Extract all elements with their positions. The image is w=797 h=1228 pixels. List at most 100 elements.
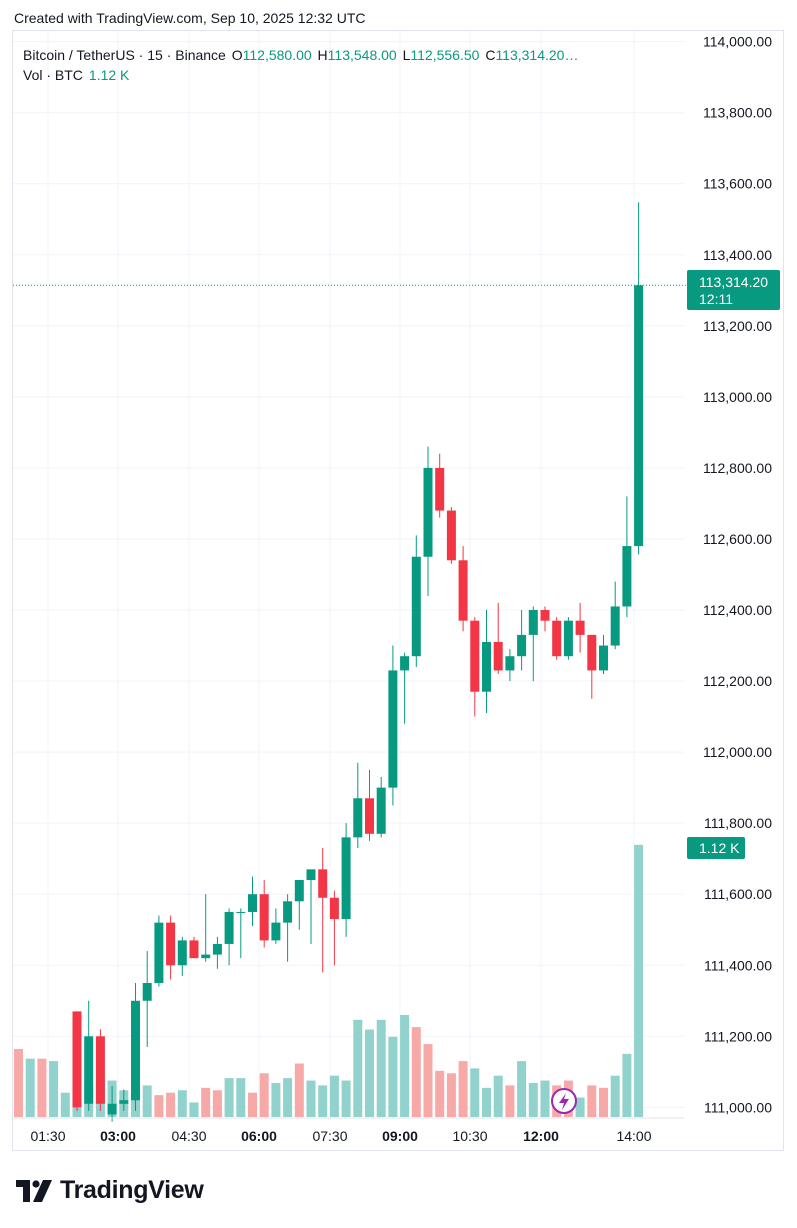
volume-bar <box>154 1095 164 1117</box>
candle-body <box>599 645 608 671</box>
y-tick-label: 112,400.00 <box>703 602 772 618</box>
volume-bar <box>540 1080 550 1117</box>
candle-body <box>528 610 538 635</box>
volume-bar <box>482 1087 491 1117</box>
close-label: C <box>485 47 496 63</box>
volume-bar <box>212 1090 222 1117</box>
x-tick-label: 09:00 <box>382 1128 418 1144</box>
candle-body <box>458 560 468 621</box>
y-tick-label: 113,200.00 <box>703 318 772 334</box>
y-tick-label: 113,400.00 <box>703 247 772 263</box>
volume-badge-text: 1.12 K <box>699 840 740 856</box>
candle-body <box>493 641 503 671</box>
y-tick-label: 112,200.00 <box>703 673 772 689</box>
volume-bar <box>37 1058 47 1117</box>
low-value: 112,556.50 <box>410 47 480 63</box>
candle-body <box>517 634 527 657</box>
volume-bar <box>248 1092 257 1117</box>
symbol-name: Bitcoin / TetherUS · 15 · Binance <box>23 47 226 63</box>
candle-body <box>388 670 398 788</box>
tradingview-wordmark: TradingView <box>60 1176 204 1204</box>
volume-bar <box>236 1078 246 1117</box>
y-tick-label: 112,800.00 <box>703 460 772 476</box>
candle-body <box>634 285 644 547</box>
candle-body <box>142 983 152 1001</box>
volume-bar <box>587 1085 597 1117</box>
last-price-badge: 113,314.20 12:11 <box>687 270 780 310</box>
candle-body <box>72 1011 82 1108</box>
replay-icon[interactable] <box>551 1088 577 1114</box>
y-tick-label: 113,600.00 <box>703 176 772 192</box>
x-tick-label: 10:30 <box>452 1128 487 1144</box>
open-value: 112,580.00 <box>242 47 312 63</box>
open-label: O <box>231 47 243 63</box>
volume-bar <box>365 1029 374 1117</box>
volume-legend: Vol · BTC 1.12 K <box>23 65 129 85</box>
volume-bar <box>294 1063 304 1117</box>
volume-bar <box>622 1053 632 1117</box>
volume-bar <box>423 1044 433 1117</box>
x-tick-label: 12:00 <box>523 1128 559 1144</box>
candle-body <box>575 620 585 635</box>
candle-body <box>236 911 246 913</box>
tradingview-logo[interactable]: TradingView <box>16 1176 204 1205</box>
y-tick-label: 111,600.00 <box>704 886 772 902</box>
tradingview-logo-icon <box>16 1179 52 1202</box>
volume-bar <box>435 1070 445 1117</box>
volume-value-badge: 1.12 K <box>687 837 745 859</box>
candle-body <box>259 894 269 941</box>
candle-body <box>119 1100 129 1104</box>
volume-bar <box>224 1078 234 1117</box>
high-label: H <box>317 47 328 63</box>
volume-legend-value: 1.12 K <box>88 67 130 83</box>
y-tick-label: 111,200.00 <box>704 1028 772 1044</box>
candle-body <box>177 940 187 966</box>
volume-bar <box>610 1075 620 1117</box>
candles <box>72 202 644 1122</box>
candle-body <box>622 546 632 607</box>
y-tick-label: 112,600.00 <box>703 531 772 547</box>
candle-body <box>435 467 445 511</box>
candle-body <box>189 940 199 959</box>
candle-body <box>505 656 515 671</box>
x-tick-label: 14:00 <box>616 1128 651 1144</box>
candle-body <box>131 1000 140 1101</box>
created-with-text: Created with TradingView.com, Sep 10, 20… <box>14 10 366 26</box>
y-tick-label: 111,400.00 <box>704 957 772 973</box>
x-tick-label: 03:00 <box>100 1128 136 1144</box>
candle-body <box>563 620 573 657</box>
volume-bar <box>388 1036 398 1117</box>
volume-bar <box>283 1078 293 1117</box>
volume-label: Vol · BTC <box>23 67 83 83</box>
volume-bar <box>341 1080 351 1117</box>
volume-bar <box>329 1075 339 1117</box>
countdown-text: 12:11 <box>699 291 733 307</box>
volume-bar <box>353 1019 363 1117</box>
x-tick-label: 04:30 <box>171 1128 206 1144</box>
y-tick-label: 113,800.00 <box>703 105 772 121</box>
candle-body <box>271 922 281 941</box>
volume-bar <box>142 1085 152 1117</box>
candle-body <box>376 787 386 834</box>
candle-body <box>446 510 456 561</box>
volume-bar <box>458 1061 468 1117</box>
volume-bar <box>575 1097 585 1117</box>
y-tick-label: 113,000.00 <box>703 389 772 405</box>
volume-bar <box>259 1073 269 1117</box>
volume-bar <box>25 1058 35 1117</box>
volume-bar <box>411 1027 421 1117</box>
candle-body <box>365 798 374 834</box>
price-axis: 111,000.00 111,200.00 111,400.00 111,600.00… <box>703 34 772 1116</box>
x-tick-label: 06:00 <box>241 1128 277 1144</box>
chart-frame[interactable] <box>12 30 784 1151</box>
candle-body <box>423 467 433 557</box>
candle-body <box>283 901 293 923</box>
volume-bar <box>470 1068 480 1117</box>
candle-body <box>470 620 480 692</box>
volume-bar <box>446 1073 456 1117</box>
last-price-text: 113,314.20 <box>699 274 768 290</box>
volume-bar <box>599 1087 608 1117</box>
symbol-legend: Bitcoin / TetherUS · 15 · Binance O112,5… <box>23 45 578 65</box>
candle-body <box>400 656 410 671</box>
